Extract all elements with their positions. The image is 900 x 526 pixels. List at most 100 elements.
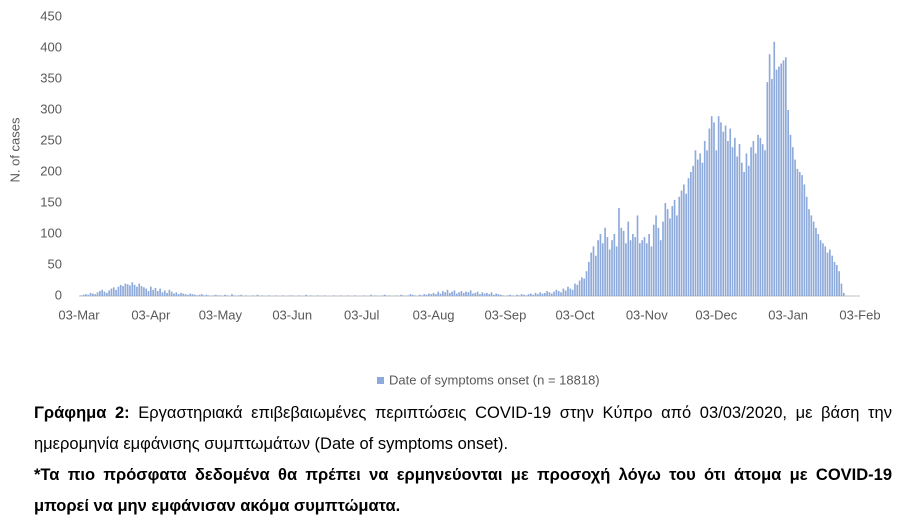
bar [523,294,525,296]
bar [530,293,532,296]
bar [824,246,827,296]
bar [444,292,447,296]
bar [604,227,606,296]
bar [703,141,706,296]
bar [787,110,789,296]
bar [189,293,192,296]
bar [117,286,120,296]
bar [615,246,618,296]
bar [150,286,152,296]
bar [291,295,294,296]
bar [815,227,817,296]
bar [511,295,514,296]
bar [782,60,785,297]
bar [546,291,548,296]
bar [400,294,402,296]
bar [261,295,263,296]
bar [722,131,725,296]
bar [803,184,806,296]
bar [555,289,558,296]
bar [789,134,792,296]
bar [152,289,154,296]
bar [96,292,99,296]
bar [562,288,565,296]
bar [323,295,326,296]
bar [495,293,497,296]
bar [588,261,590,296]
bar [666,209,669,296]
bar [353,295,356,296]
bar [798,172,801,296]
bar [89,292,92,296]
bar [812,221,815,296]
bar [833,261,836,296]
bar [808,209,810,296]
bar [641,240,643,296]
bar [516,294,518,296]
bar [395,295,398,296]
bar [428,293,430,296]
bar [207,295,210,296]
bar [745,153,748,296]
bar [316,295,319,296]
bar [191,294,194,296]
bar [122,286,124,296]
bar [627,221,630,296]
bar [775,69,778,296]
bar [430,294,433,296]
bar [594,255,597,296]
bar [446,289,449,296]
bar [138,283,141,296]
y-tick-label: 250 [40,132,62,147]
bar [219,295,222,296]
bar [720,122,722,297]
bar [486,292,488,296]
bar [460,291,463,296]
bar [340,295,342,296]
bar [768,54,771,297]
bar [819,240,822,296]
bar [645,243,648,296]
bar [829,249,831,296]
note: *Τα πιο πρόσφατα δεδομένα θα πρέπει να ε… [34,466,892,515]
bar [381,295,384,296]
bar [333,295,335,296]
bar [94,294,97,296]
bar [643,237,646,296]
bar [124,283,127,296]
bar [140,286,143,296]
bar [557,291,560,296]
bar [184,294,187,296]
x-tick-label: 03-Apr [131,307,171,322]
bar [629,240,632,296]
bar [550,293,553,296]
bar [509,294,511,296]
bar [80,295,83,296]
bar [418,294,421,296]
bar [548,292,551,296]
bar [411,294,414,296]
bar [692,165,694,296]
bar [275,295,277,296]
bar [143,287,145,296]
bar [778,66,780,296]
bar [136,286,138,296]
bar [119,284,122,296]
bar [414,295,416,296]
y-tick-label: 400 [40,39,62,54]
bar [657,227,660,296]
bar [671,206,674,296]
bar [583,278,586,296]
bar [694,150,697,296]
bar [520,294,523,296]
bar [423,294,426,296]
bar [439,293,442,296]
bar [455,293,458,296]
y-tick-label: 0 [55,287,62,302]
bar [541,293,544,296]
bar [173,293,175,296]
bar [145,288,148,296]
bar [214,294,217,296]
bar [448,292,451,296]
bar [838,271,840,296]
